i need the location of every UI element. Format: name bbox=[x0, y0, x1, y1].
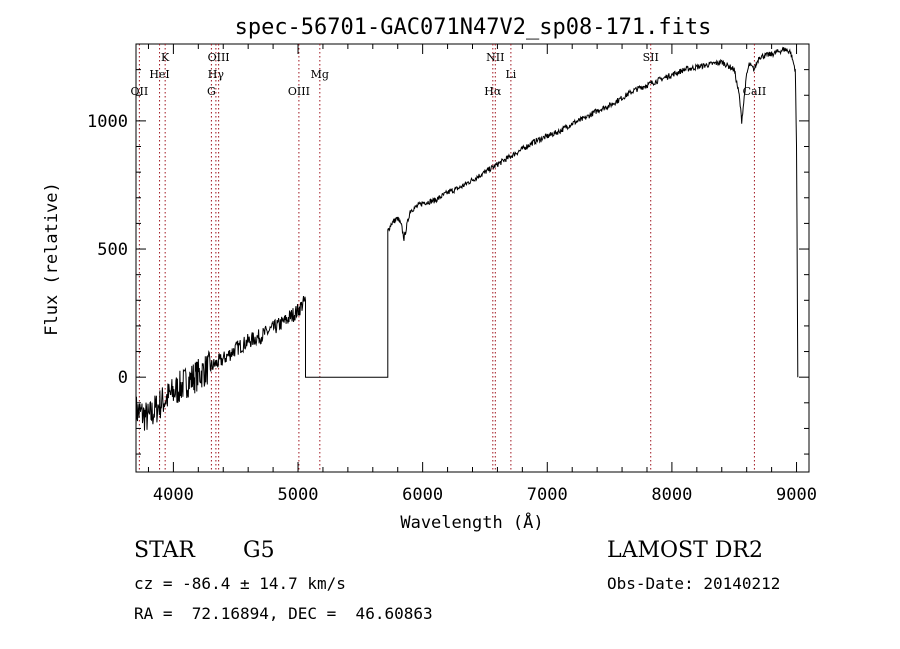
line-marker-label: Li bbox=[505, 68, 516, 81]
object-class: STAR bbox=[134, 538, 195, 563]
plot-frame bbox=[135, 43, 810, 473]
line-marker-label: K bbox=[161, 51, 170, 64]
line-marker-label: NII bbox=[486, 51, 504, 64]
survey-name: LAMOST DR2 bbox=[607, 538, 763, 563]
line-marker-label: OIII bbox=[208, 51, 230, 64]
y-axis-label: Flux (relative) bbox=[42, 182, 62, 336]
x-axis-label: Wavelength (Å) bbox=[400, 511, 543, 533]
x-tick-label: 9000 bbox=[776, 485, 817, 505]
redshift-line: cz = -86.4 ± 14.7 km/s bbox=[134, 574, 346, 593]
line-marker-label: OII bbox=[131, 85, 149, 98]
x-tick-label: 8000 bbox=[651, 485, 692, 505]
line-marker-label: OIII bbox=[288, 85, 310, 98]
y-tick-label: 0 bbox=[118, 368, 128, 388]
line-marker-label: SII bbox=[643, 51, 659, 64]
x-tick-label: 5000 bbox=[278, 485, 319, 505]
spectrum-line bbox=[135, 46, 799, 431]
x-tick-label: 6000 bbox=[402, 485, 443, 505]
line-marker-label: CaII bbox=[743, 85, 767, 98]
x-tick-label: 4000 bbox=[153, 485, 194, 505]
x-tick-label: 7000 bbox=[527, 485, 568, 505]
object-subclass: G5 bbox=[243, 538, 275, 563]
y-tick-label: 500 bbox=[97, 240, 128, 260]
line-marker-label: Hγ bbox=[208, 68, 225, 81]
coordinates-line: RA = 72.16894, DEC = 46.60863 bbox=[134, 604, 433, 623]
line-marker-label: Mg bbox=[311, 68, 329, 81]
line-marker-label: G bbox=[207, 85, 216, 98]
line-marker-label: Hα bbox=[484, 85, 502, 98]
axis-ticks: 4000 5000 6000 7000 8000 9000 0 500 1000 bbox=[87, 43, 817, 505]
obs-date-line: Obs-Date: 20140212 bbox=[607, 574, 781, 593]
line-marker-label: HeI bbox=[149, 68, 169, 81]
chart-title: spec-56701-GAC071N47V2_sp08-171.fits bbox=[235, 15, 712, 40]
y-tick-label: 1000 bbox=[87, 112, 128, 132]
